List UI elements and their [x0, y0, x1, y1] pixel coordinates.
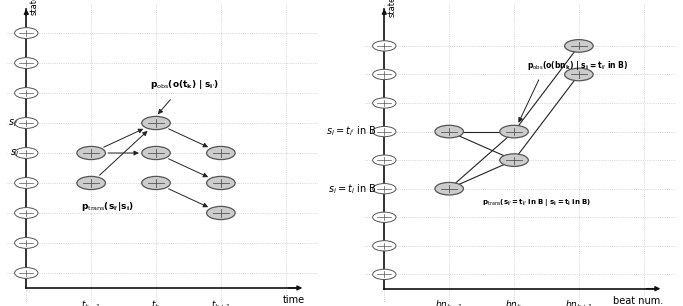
Text: $\mathbf{p}_{\mathrm{obs}}\mathbf{(o(t_k)\ |\ s_{i'})}$: $\mathbf{p}_{\mathrm{obs}}\mathbf{(o(t_k…: [150, 77, 219, 91]
Circle shape: [14, 177, 38, 188]
Text: $\mathbf{p}_{\mathrm{trans}}\mathbf{(s_{i'}|s_i)}$: $\mathbf{p}_{\mathrm{trans}}\mathbf{(s_{…: [81, 200, 135, 214]
Text: time: time: [283, 296, 305, 305]
Text: $s_{i'}$: $s_{i'}$: [8, 117, 18, 129]
Text: state: state: [29, 0, 38, 15]
Circle shape: [77, 146, 105, 160]
Circle shape: [206, 206, 235, 220]
Circle shape: [14, 88, 38, 99]
Circle shape: [373, 269, 396, 279]
Text: $\mathbf{p}_{\mathrm{obs}}\mathbf{(o(bn_k)\ |\ s_{i'}=t_{i'}\ in\ B)}$: $\mathbf{p}_{\mathrm{obs}}\mathbf{(o(bn_…: [527, 59, 628, 73]
Circle shape: [373, 41, 396, 51]
Circle shape: [373, 155, 396, 165]
Text: $t_{k-1}$: $t_{k-1}$: [81, 298, 101, 306]
Circle shape: [373, 69, 396, 80]
Text: $bn_k$: $bn_k$: [505, 299, 522, 306]
Circle shape: [565, 68, 593, 81]
Circle shape: [77, 176, 105, 190]
Circle shape: [14, 207, 38, 218]
Circle shape: [142, 146, 170, 160]
Circle shape: [142, 116, 170, 130]
Circle shape: [142, 176, 170, 190]
Circle shape: [373, 212, 396, 222]
Circle shape: [373, 184, 396, 194]
Text: state/time: state/time: [387, 0, 397, 17]
Text: $s_i=t_{i'}$ in B: $s_i=t_{i'}$ in B: [326, 125, 376, 139]
Circle shape: [500, 154, 528, 166]
Circle shape: [373, 98, 396, 108]
Circle shape: [206, 146, 235, 160]
Circle shape: [435, 125, 464, 138]
Circle shape: [14, 118, 38, 129]
Circle shape: [565, 39, 593, 52]
Circle shape: [206, 176, 235, 190]
Text: $bn_{k-1}$: $bn_{k-1}$: [435, 299, 463, 306]
Text: $s_i=t_i$ in B: $s_i=t_i$ in B: [328, 182, 376, 196]
Circle shape: [373, 241, 396, 251]
Circle shape: [14, 28, 38, 39]
Text: $\mathbf{p}_{\mathrm{trans}}\mathbf{(s_{i'}=t_{i'}\ in\ B\ |\ s_i=t_i\ in\ B)}$: $\mathbf{p}_{\mathrm{trans}}\mathbf{(s_{…: [482, 197, 591, 208]
Circle shape: [14, 147, 38, 159]
Circle shape: [373, 126, 396, 137]
Text: beat num.: beat num.: [613, 296, 663, 306]
Text: $t_k$: $t_k$: [152, 298, 161, 306]
Circle shape: [14, 267, 38, 278]
Circle shape: [14, 237, 38, 248]
Circle shape: [500, 125, 528, 138]
Circle shape: [14, 58, 38, 69]
Text: $bn_{k+1}$: $bn_{k+1}$: [565, 299, 593, 306]
Text: $t_{k+1}$: $t_{k+1}$: [210, 298, 231, 306]
Text: $s_i$: $s_i$: [10, 147, 18, 159]
Circle shape: [435, 182, 464, 195]
